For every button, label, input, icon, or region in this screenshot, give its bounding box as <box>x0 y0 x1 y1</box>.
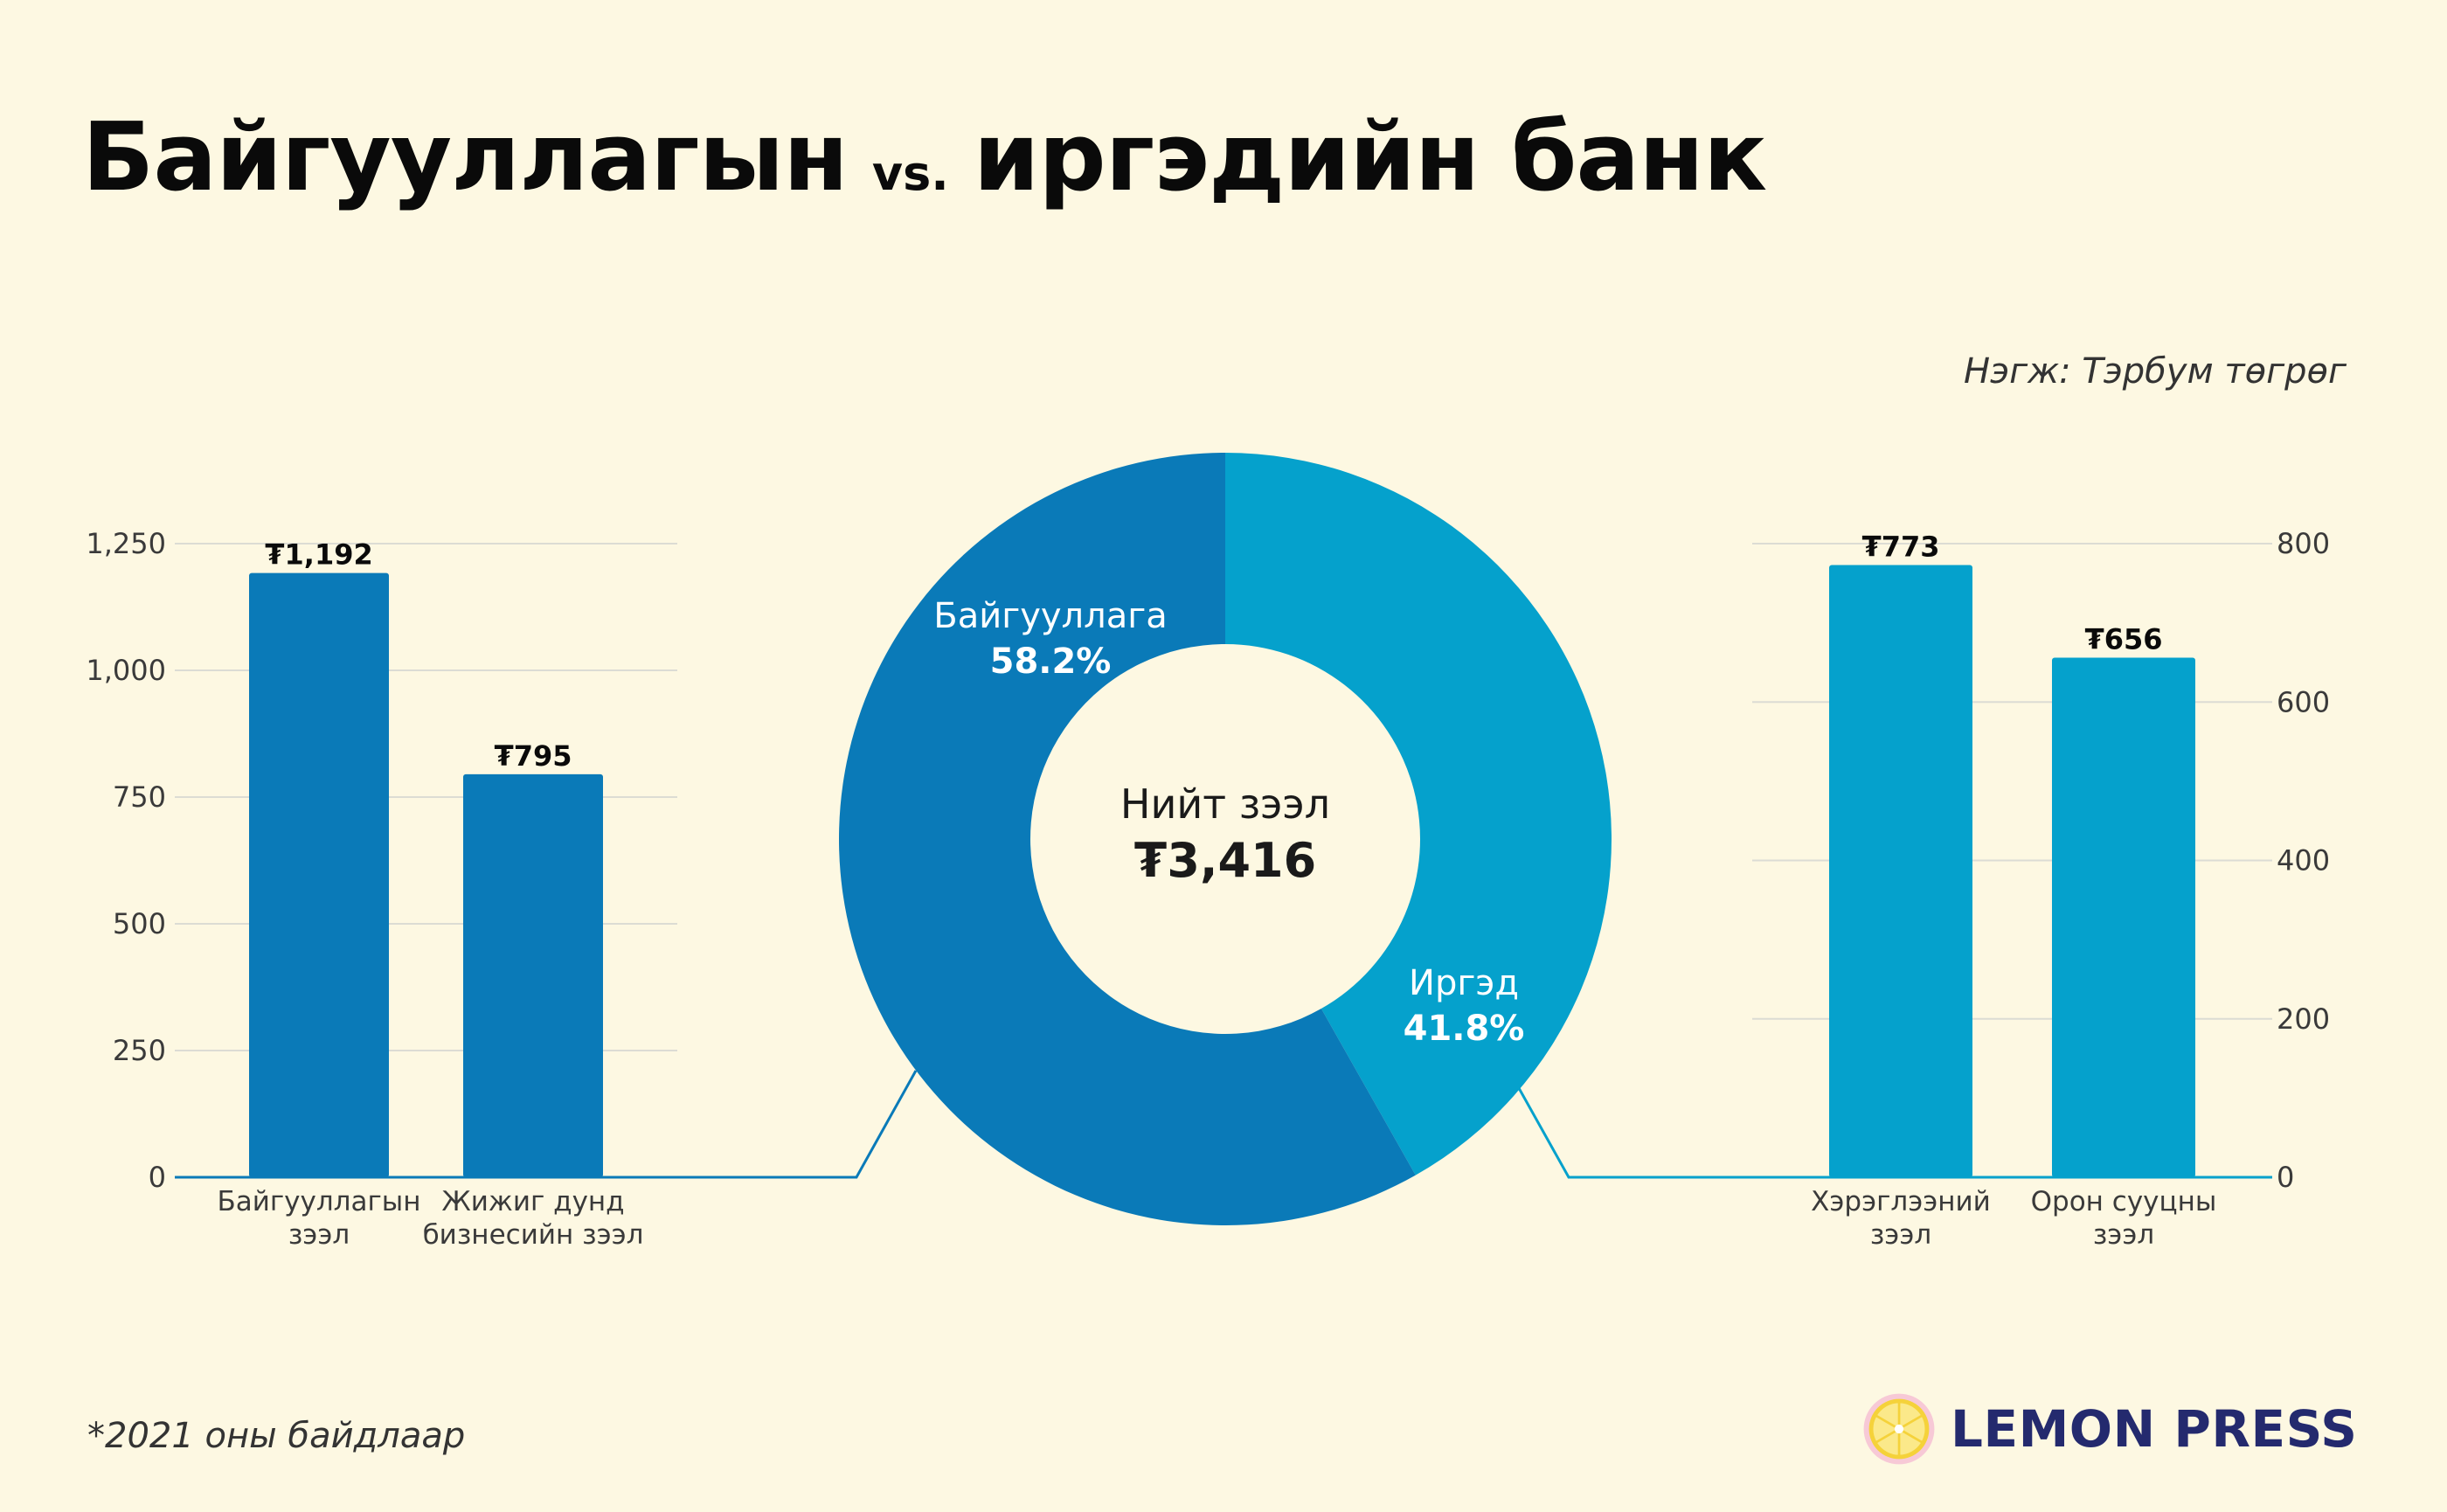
corporate-bar <box>249 572 389 1177</box>
corporate-bar <box>463 773 603 1177</box>
corporate-y-tick: 250 <box>113 1034 166 1067</box>
corporate-connector-line <box>175 1070 918 1179</box>
donut-slice-percent: 58.2% <box>990 642 1112 682</box>
individual-category-label: зээл <box>1870 1219 1931 1251</box>
corporate-y-tick: 500 <box>113 907 166 940</box>
unit-note: Нэгж: Тэрбум төгрөг <box>1964 351 2346 392</box>
donut-slice-0 <box>839 453 1416 1225</box>
footnote: *2021 оны байдлаар <box>87 1416 466 1456</box>
corporate-bar-value-label: ₮795 <box>494 739 572 773</box>
individual-y-tick: 400 <box>2277 844 2330 877</box>
individual-bar-value-label: ₮773 <box>1861 530 1939 563</box>
donut-slice-name: Байгууллага <box>933 596 1167 636</box>
title-part-1: Байгууллагын <box>82 103 849 212</box>
lemon-slice-icon <box>1863 1393 1935 1465</box>
individual-connector-line <box>1517 1087 2272 1179</box>
donut-slice-percent: 41.8% <box>1404 1009 1525 1049</box>
individual-category-label: зээл <box>2093 1219 2154 1251</box>
corporate-y-tick: 0 <box>149 1161 166 1194</box>
corporate-y-tick: 1,000 <box>86 654 166 687</box>
individual-y-tick: 200 <box>2277 1002 2330 1036</box>
corporate-y-tick: 750 <box>113 780 166 814</box>
corporate-category-label: бизнесийн зээл <box>423 1219 644 1251</box>
chart-title: Байгууллагын vs. иргэдийн банк <box>82 103 1767 212</box>
brand-logo: LEMON PRESS <box>1861 1390 2358 1468</box>
individual-bar-value-label: ₮656 <box>2084 623 2162 656</box>
individual-bar <box>2052 657 2195 1177</box>
donut-slice-1 <box>1225 453 1612 1176</box>
corporate-category-label: Жижиг дунд <box>441 1186 624 1217</box>
individual-y-tick: 600 <box>2277 685 2330 718</box>
title-vs: vs. <box>871 146 949 201</box>
brand-name: LEMON PRESS <box>1951 1399 2358 1459</box>
individual-category-label: Хэрэглээний <box>1811 1186 1991 1217</box>
donut-slice-name: Иргэд <box>1409 963 1519 1003</box>
corporate-y-tick: 1,250 <box>86 527 166 560</box>
title-part-2: иргэдийн банк <box>973 103 1767 212</box>
corporate-category-label: зээл <box>288 1219 350 1251</box>
donut-center-label: Нийт зээл <box>1120 780 1330 828</box>
corporate-bar-value-label: ₮1,192 <box>265 538 372 572</box>
individual-y-tick: 0 <box>2277 1161 2294 1194</box>
individual-category-label: Орон сууцны <box>2031 1186 2217 1217</box>
donut-center-value: ₮3,416 <box>1134 833 1316 888</box>
corporate-category-label: Байгууллагын <box>217 1186 420 1217</box>
individual-bar <box>1829 565 1972 1177</box>
individual-y-tick: 800 <box>2277 527 2330 560</box>
